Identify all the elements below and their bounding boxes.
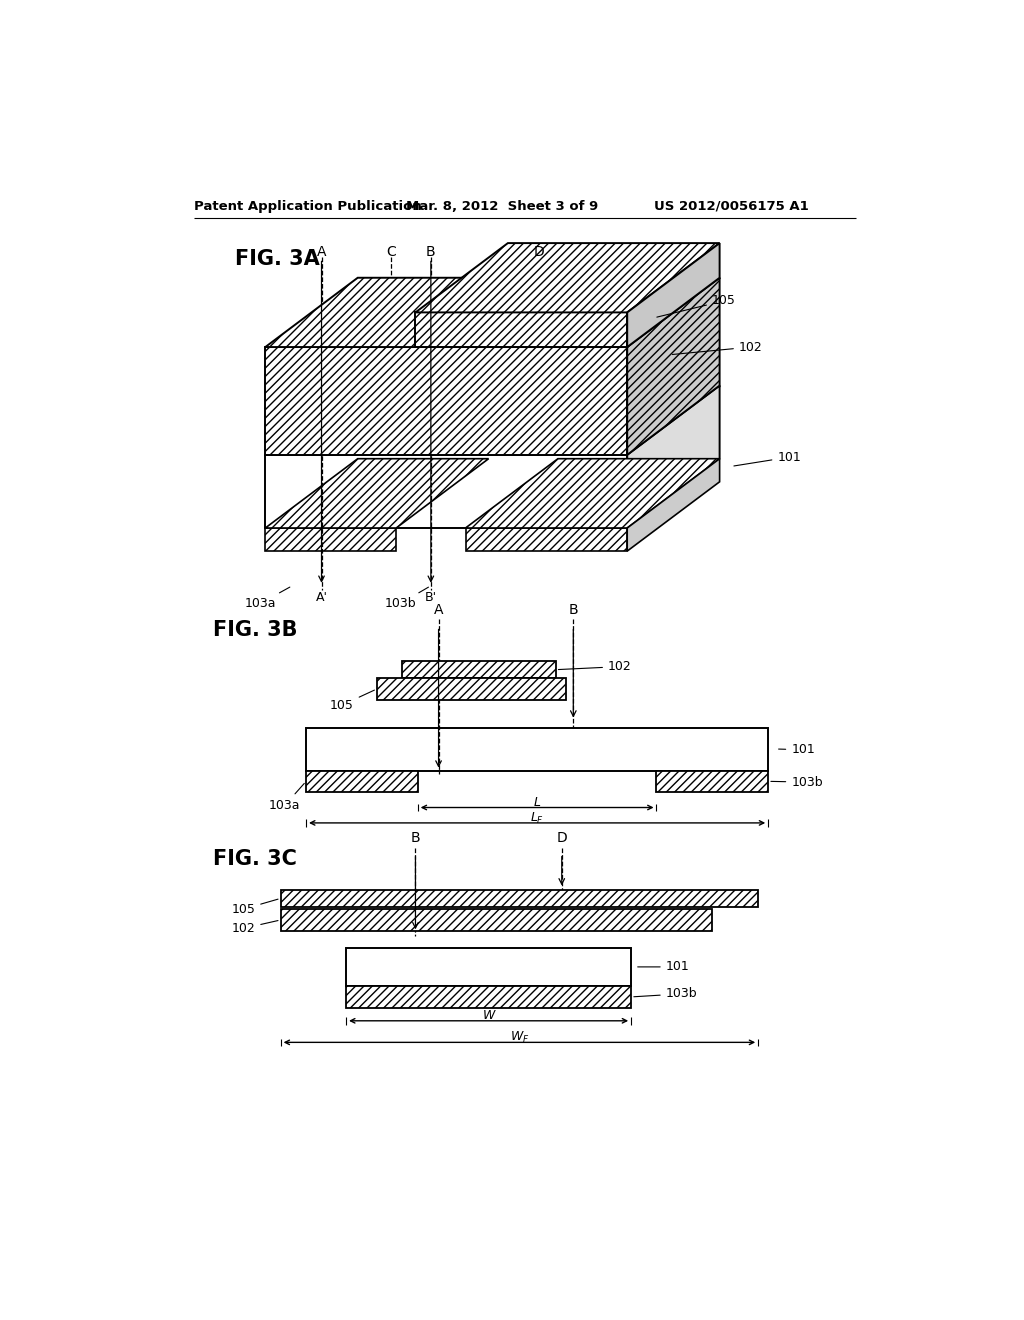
Text: A': A' [315, 591, 328, 603]
Polygon shape [265, 347, 628, 455]
Text: 103b: 103b [771, 776, 823, 788]
Polygon shape [281, 890, 758, 907]
Text: $L_F$: $L_F$ [530, 810, 544, 826]
Text: $W_F$: $W_F$ [510, 1030, 529, 1044]
Text: D: D [556, 832, 567, 845]
Text: 103a: 103a [269, 783, 304, 812]
Polygon shape [265, 459, 488, 528]
Text: 101: 101 [638, 961, 689, 973]
Polygon shape [628, 243, 720, 347]
Text: A: A [434, 602, 443, 616]
Text: FIG. 3B: FIG. 3B [213, 620, 297, 640]
Text: L: L [534, 796, 541, 809]
Polygon shape [306, 729, 768, 771]
Text: 103b: 103b [385, 587, 428, 610]
Text: US 2012/0056175 A1: US 2012/0056175 A1 [654, 199, 809, 213]
Text: B: B [411, 832, 420, 845]
Text: FIG. 3A: FIG. 3A [234, 248, 319, 268]
Polygon shape [416, 313, 628, 347]
Polygon shape [346, 986, 631, 1007]
Polygon shape [466, 459, 720, 528]
Text: W: W [482, 1008, 495, 1022]
Polygon shape [628, 277, 720, 455]
Text: 102: 102 [673, 341, 763, 355]
Polygon shape [401, 661, 556, 678]
Text: B: B [568, 602, 579, 616]
Text: 105: 105 [656, 294, 736, 317]
Polygon shape [281, 909, 712, 931]
Polygon shape [265, 455, 628, 528]
Text: 103a: 103a [245, 587, 290, 610]
Text: 102: 102 [558, 660, 632, 673]
Text: D: D [534, 246, 544, 259]
Polygon shape [265, 277, 720, 347]
Polygon shape [306, 771, 418, 792]
Polygon shape [416, 243, 720, 313]
Text: A: A [316, 246, 327, 259]
Text: C: C [386, 246, 395, 259]
Text: 103b: 103b [634, 987, 697, 1001]
Polygon shape [466, 528, 628, 552]
Text: 105: 105 [231, 899, 279, 916]
Text: 102: 102 [231, 920, 278, 935]
Polygon shape [346, 948, 631, 986]
Text: 101: 101 [734, 450, 801, 466]
Text: Mar. 8, 2012  Sheet 3 of 9: Mar. 8, 2012 Sheet 3 of 9 [407, 199, 598, 213]
Text: B: B [426, 246, 435, 259]
Text: 101: 101 [778, 743, 815, 756]
Polygon shape [628, 459, 720, 552]
Polygon shape [628, 385, 720, 528]
Text: FIG. 3C: FIG. 3C [213, 849, 297, 869]
Polygon shape [656, 771, 768, 792]
Text: 105: 105 [330, 690, 375, 711]
Text: Patent Application Publication: Patent Application Publication [194, 199, 422, 213]
Polygon shape [377, 678, 565, 700]
Polygon shape [265, 528, 396, 552]
Text: B': B' [425, 591, 437, 603]
Polygon shape [265, 385, 720, 455]
